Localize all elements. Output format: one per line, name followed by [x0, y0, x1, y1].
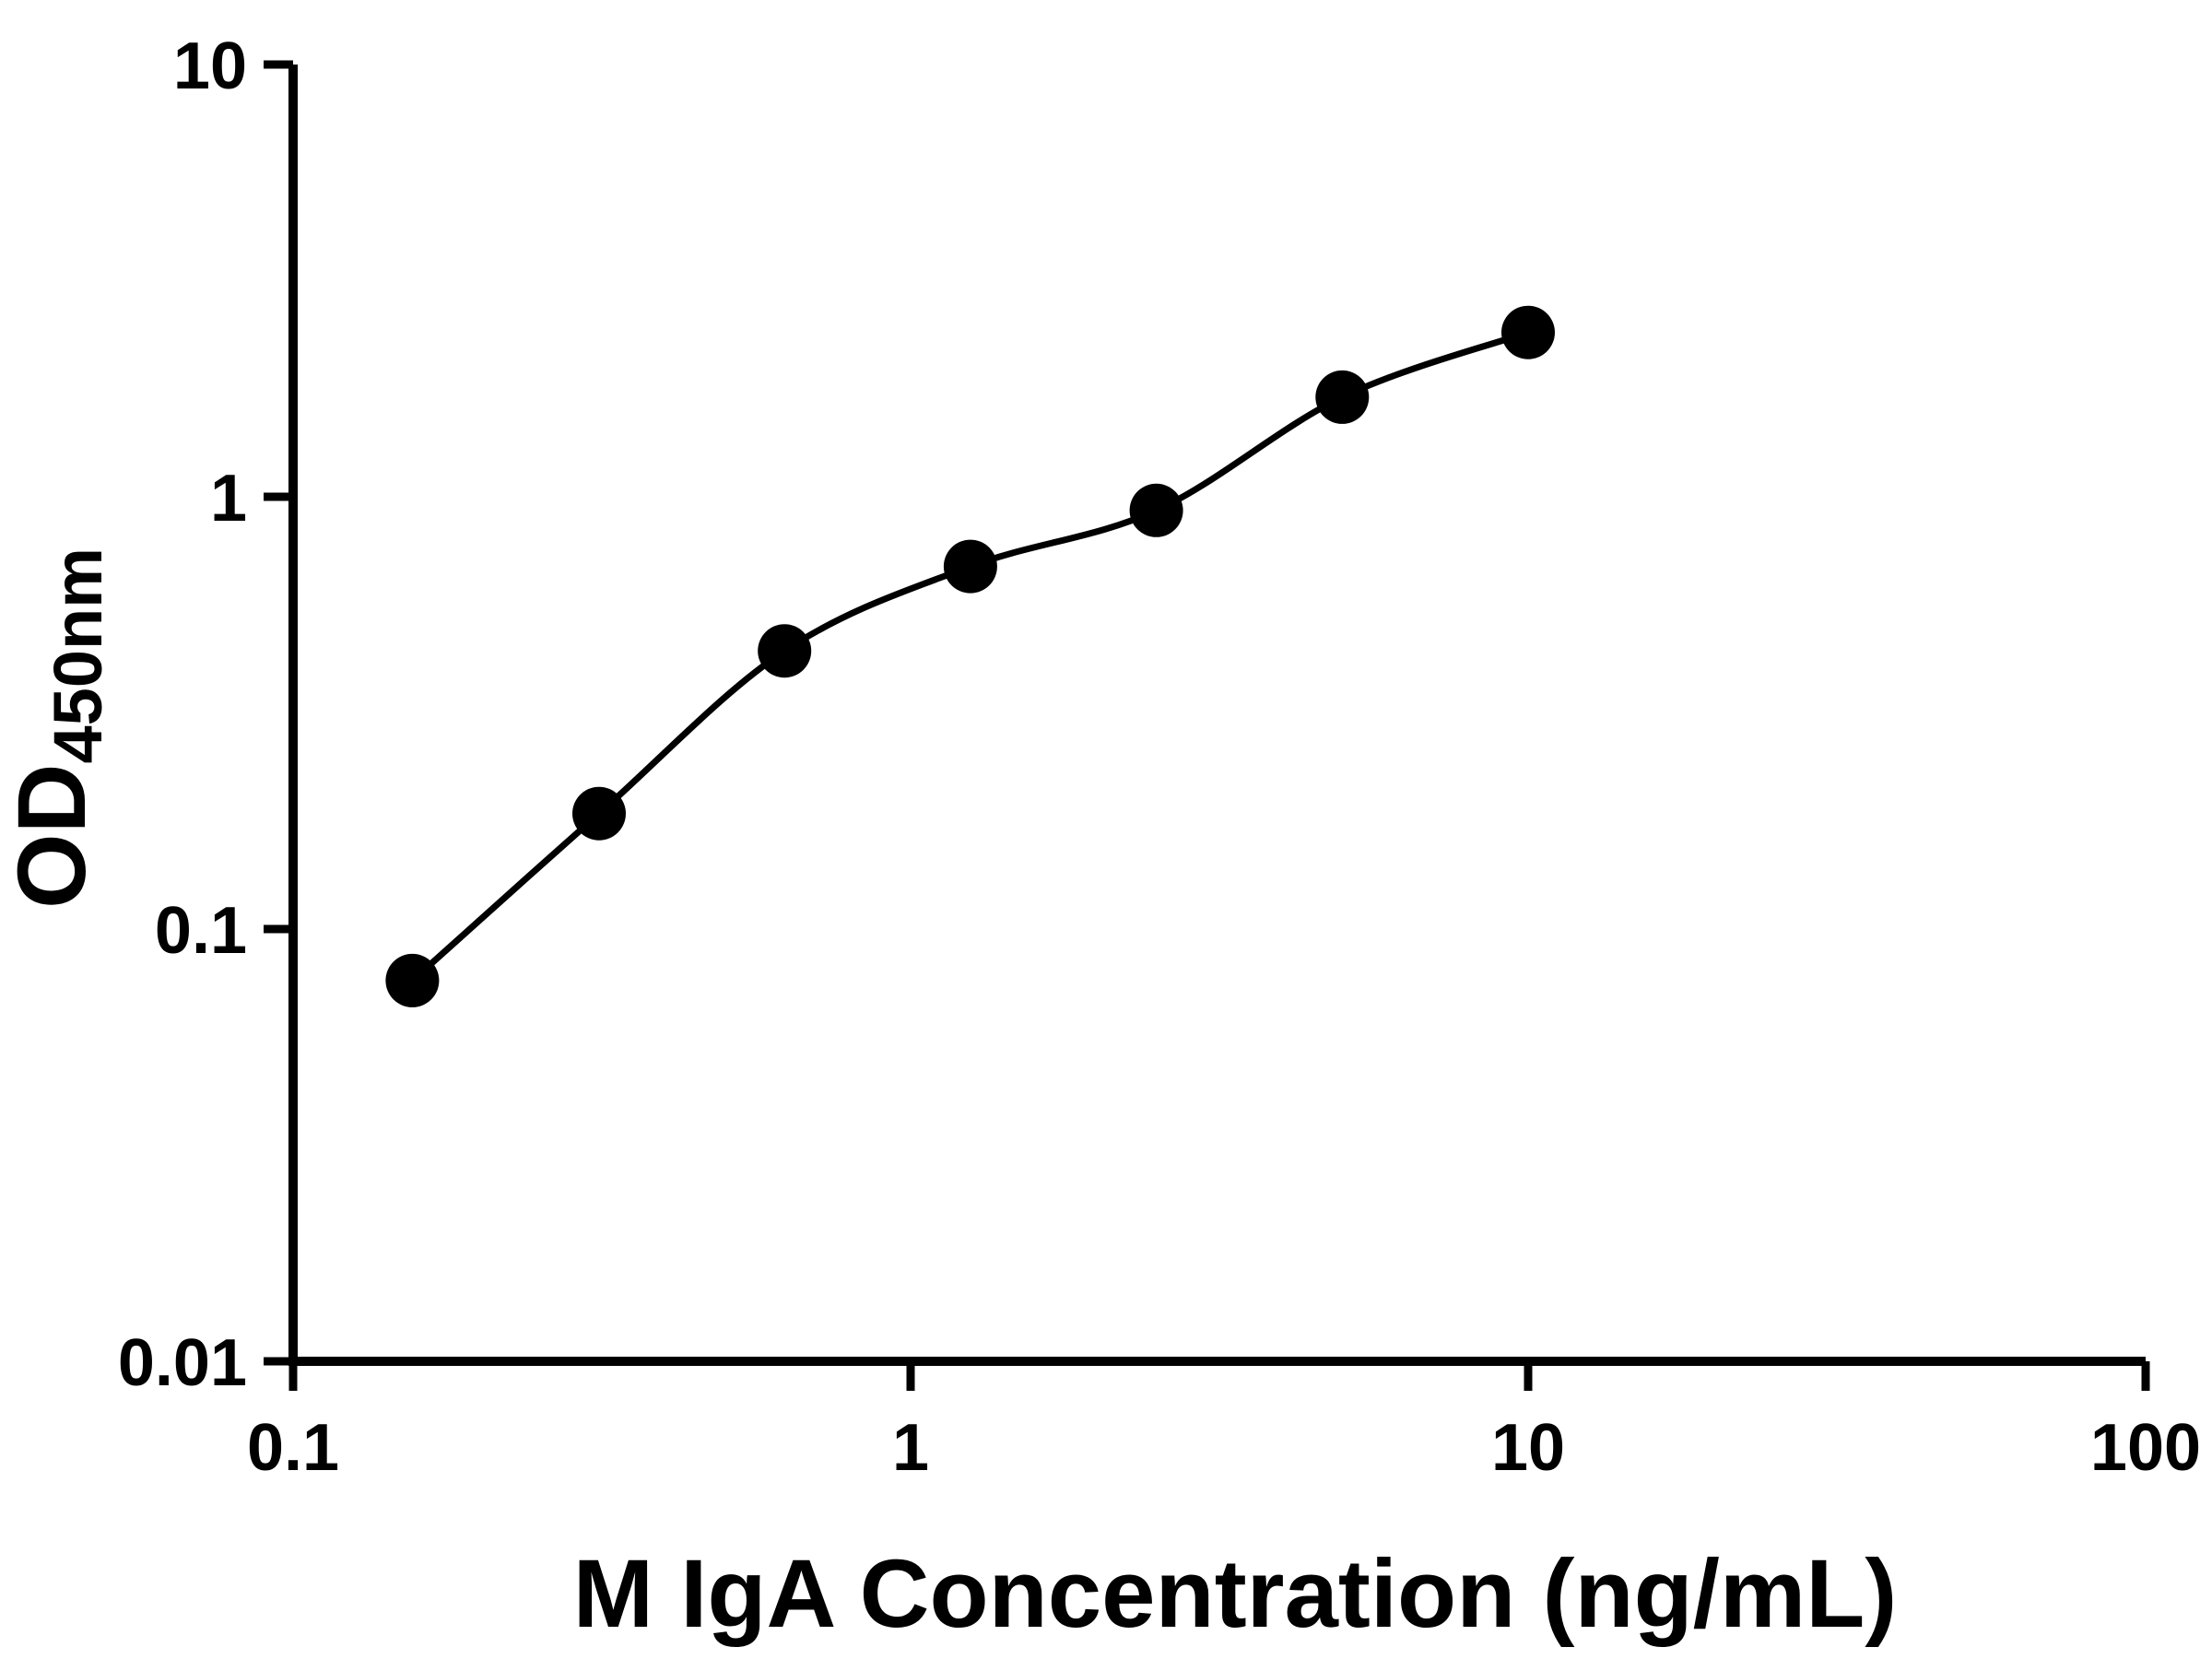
- y-axis-title-main: OD: [0, 763, 106, 909]
- y-axis-title: OD450nm: [0, 547, 116, 909]
- y-axis-tick-label: 10: [173, 29, 247, 103]
- axes: [288, 65, 2146, 1366]
- data-point: [1501, 305, 1555, 359]
- data-point: [1315, 370, 1370, 424]
- y-axis-tick-label: 0.1: [155, 894, 247, 968]
- x-axis-tick-label: 0.1: [247, 1411, 339, 1485]
- y-axis-tick-label: 1: [210, 462, 247, 535]
- data-point: [572, 786, 626, 841]
- x-axis-title: M IgA Concentration (ng/mL): [573, 1540, 1898, 1648]
- x-axis-tick-label: 100: [2090, 1411, 2201, 1485]
- y-axis-title-subscript: 450nm: [40, 547, 116, 763]
- data-point: [1129, 483, 1183, 537]
- data-point: [758, 624, 812, 678]
- fit-curve: [408, 329, 1532, 984]
- x-axis-tick-label: 1: [892, 1411, 929, 1485]
- y-axis-tick-label: 0.01: [118, 1326, 247, 1400]
- data-point: [385, 953, 440, 1007]
- x-axis-tick-label: 10: [1491, 1411, 1565, 1485]
- data-point: [943, 539, 997, 594]
